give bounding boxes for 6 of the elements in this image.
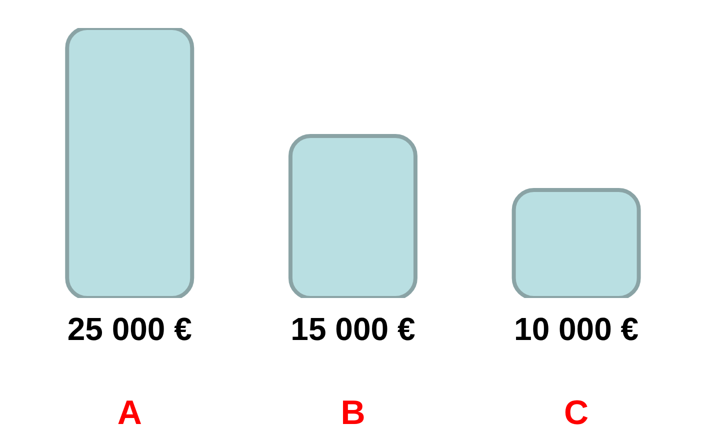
x-tick-label: A [117, 394, 142, 432]
x-tick-label: B [340, 394, 366, 432]
x-tick-label: C [564, 394, 589, 432]
data-label: 15 000 € [290, 311, 416, 347]
data-label: 10 000 € [514, 311, 639, 347]
data-label: 25 000 € [67, 311, 192, 347]
